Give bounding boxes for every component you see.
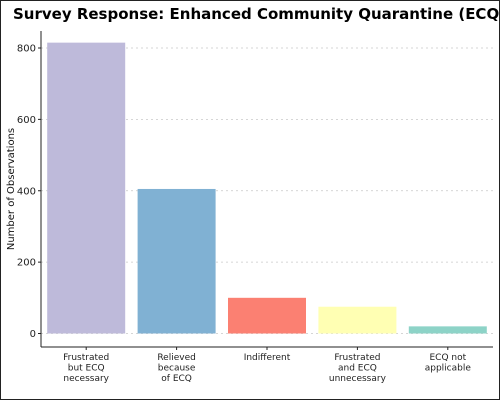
bar	[228, 298, 306, 334]
y-tick-label: 800	[17, 44, 36, 55]
chart-title: Survey Response: Enhanced Community Quar…	[13, 5, 499, 23]
x-tick-label: Indifferent	[244, 353, 291, 363]
y-tick-label: 0	[30, 329, 36, 340]
x-axis-ticks: Frustrated but ECQ necessary Relieved becaus…	[63, 347, 471, 384]
x-tick-label: Frustrated and ECQ unnecessary	[329, 353, 387, 384]
bar	[409, 326, 487, 333]
bar	[318, 307, 396, 334]
bars	[47, 43, 487, 334]
y-tick-label: 400	[17, 186, 36, 197]
y-axis-label: Number of Observations	[6, 128, 17, 250]
y-tick-label: 600	[17, 115, 36, 126]
x-tick-label: Frustrated but ECQ necessary	[63, 353, 110, 384]
bar	[47, 43, 125, 334]
x-tick-label: Relieved because of ECQ	[157, 353, 196, 384]
y-tick-label: 200	[17, 258, 36, 269]
y-axis-ticks: 0 200 400 600 800	[17, 44, 41, 341]
x-tick-label: ECQ not applicable	[425, 353, 472, 374]
bar	[138, 189, 216, 334]
